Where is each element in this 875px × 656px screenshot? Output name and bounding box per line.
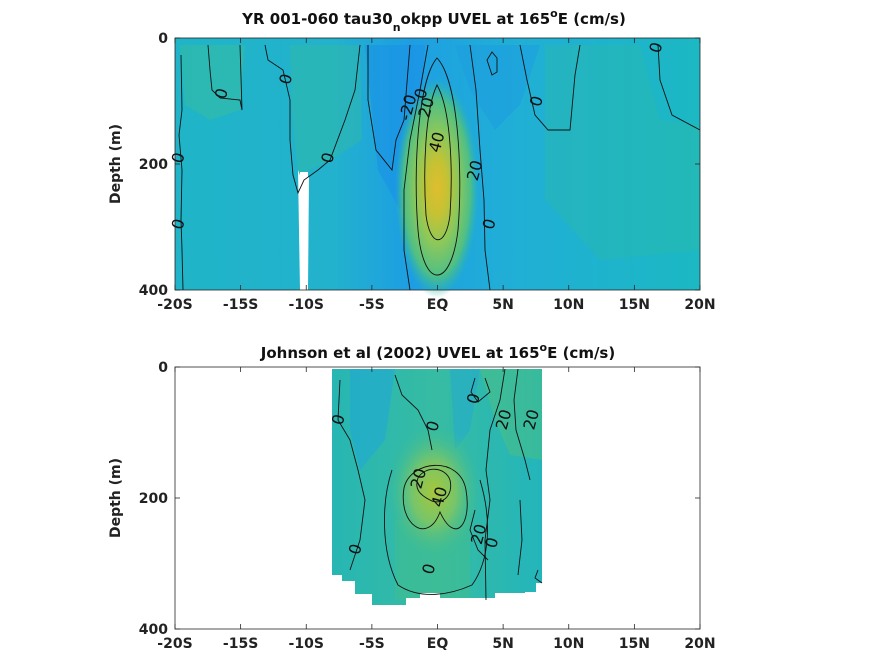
chart1-contour-line — [519, 44, 581, 131]
chart1-x-tick-label: 20N — [684, 297, 715, 313]
chart1-field-patch — [290, 45, 362, 175]
chart2-contour-line — [416, 468, 452, 503]
chart2-x-tick-label: EQ — [427, 636, 449, 652]
chart1-x-tick-label: -20S — [157, 297, 192, 313]
chart1-contour-label: 0 — [275, 72, 296, 87]
chart2-contour-line — [337, 379, 366, 571]
chart1-contour-label: 20 — [414, 95, 438, 120]
chart1-contour-line — [469, 44, 491, 291]
chart2-undercurrent-core — [374, 428, 494, 568]
chart2-contour-label: 0 — [422, 419, 443, 434]
chart1-contours — [178, 44, 701, 291]
chart1-undercurrent-core — [389, 55, 485, 305]
chart1-contour-label: 0 — [168, 150, 189, 165]
chart2-x-tick-label: 20N — [684, 636, 715, 652]
chart2-contour-label: 20 — [492, 407, 516, 432]
chart2-westward-flow — [350, 369, 395, 470]
chart1-field-patch — [180, 45, 245, 120]
chart2-contour-line — [394, 374, 433, 451]
chart1-contour-label: 0 — [410, 86, 431, 101]
chart2-x-tick-label: 15N — [619, 636, 650, 652]
chart1-contour-line — [207, 44, 243, 111]
chart2-x-tick-label: -15S — [223, 636, 258, 652]
chart2-title: Johnson et al (2002) UVEL at 165oE (cm/s… — [260, 341, 615, 362]
chart1-contour-line — [264, 44, 361, 195]
chart1-y-tick-label: 200 — [139, 157, 168, 173]
chart2-westward-flow — [450, 369, 480, 450]
chart2-contour-label: 0 — [463, 391, 484, 406]
chart2-x-tick-label: -20S — [157, 636, 192, 652]
chart1-ylabel: Depth (m) — [108, 124, 124, 204]
chart2-contour-label: 20 — [519, 407, 543, 432]
chart1-y-tick-label: 0 — [158, 31, 168, 47]
chart2-contour-line — [470, 377, 491, 403]
chart1-contour-label: 0 — [168, 217, 189, 232]
chart1-contour-line — [178, 54, 184, 291]
chart1-contour-label: 0 — [645, 40, 666, 55]
chart2-y-tick-label: 400 — [139, 622, 168, 638]
chart2-contour-label: 0 — [345, 542, 366, 557]
chart1-heatmap — [175, 38, 700, 305]
chart1-x-tick-label: -15S — [223, 297, 258, 313]
chart1-contour-line — [403, 44, 429, 291]
chart2-contour-line — [517, 499, 523, 576]
chart2-x-tick-label: -10S — [289, 636, 324, 652]
chart1-x-tick-label: -10S — [289, 297, 324, 313]
chart1-contour-label: 0 — [317, 150, 338, 165]
chart2-x-tick-label: 10N — [553, 636, 584, 652]
chart1-contour-label: 0 — [479, 217, 500, 232]
chart2-contour-label: 0 — [328, 412, 349, 427]
chart1-x-tick-label: 15N — [619, 297, 650, 313]
chart2-contour-line — [402, 465, 468, 530]
chart2-contour-line — [534, 569, 543, 584]
chart2-ylabel: Depth (m) — [108, 458, 124, 538]
chart2-y-tick-label: 0 — [158, 360, 168, 376]
chart2-heatmap — [332, 369, 542, 605]
chart1-title: YR 001-060 tau30nokpp UVEL at 165oE (cm/… — [241, 7, 626, 34]
chart1-missing-data — [298, 170, 309, 290]
chart2-contour-line — [469, 509, 489, 561]
chart1-contour-line — [657, 44, 701, 131]
chart1-contour-line — [367, 44, 411, 172]
chart1-y-tick-label: 400 — [139, 283, 168, 299]
chart2-contour-label: 20 — [406, 466, 430, 491]
chart2-x-tick-label: -5S — [359, 636, 385, 652]
chart2-y-tick-label: 200 — [139, 491, 168, 507]
chart1-contour-label: 0 — [211, 86, 232, 101]
chart1-x-tick-label: EQ — [427, 297, 449, 313]
chart1-contour-label: 0 — [526, 94, 547, 109]
chart1-contour-line — [415, 57, 461, 276]
chart1-x-tick-label: 10N — [553, 297, 584, 313]
chart1-contour-label: 40 — [425, 130, 449, 155]
chart2-contour-line — [384, 469, 488, 595]
chart1-contour-line — [486, 51, 498, 76]
chart2-contours — [337, 368, 543, 601]
chart2-contour-label: 20 — [467, 522, 491, 547]
chart1-contour-line — [424, 84, 452, 241]
chart2-contour-line — [513, 368, 531, 481]
chart2-contour-label: 40 — [427, 485, 451, 510]
chart1-field-patch — [545, 45, 700, 260]
chart2-x-tick-label: 5N — [492, 636, 513, 652]
chart1-x-tick-label: 5N — [492, 297, 513, 313]
chart2-contour-label: 0 — [481, 535, 502, 550]
chart1-westward-flow — [455, 45, 540, 130]
chart1-x-tick-label: -5S — [359, 297, 385, 313]
chart1-contour-label: 20 — [463, 158, 487, 183]
chart2-contour-line — [484, 368, 506, 601]
chart2-contour-label: 0 — [418, 561, 439, 576]
chart2-field-patch — [480, 369, 542, 460]
